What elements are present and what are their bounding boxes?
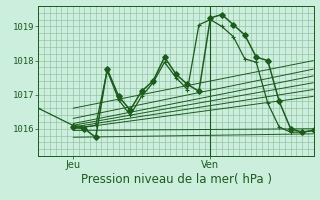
X-axis label: Pression niveau de la mer( hPa ): Pression niveau de la mer( hPa ) <box>81 173 271 186</box>
